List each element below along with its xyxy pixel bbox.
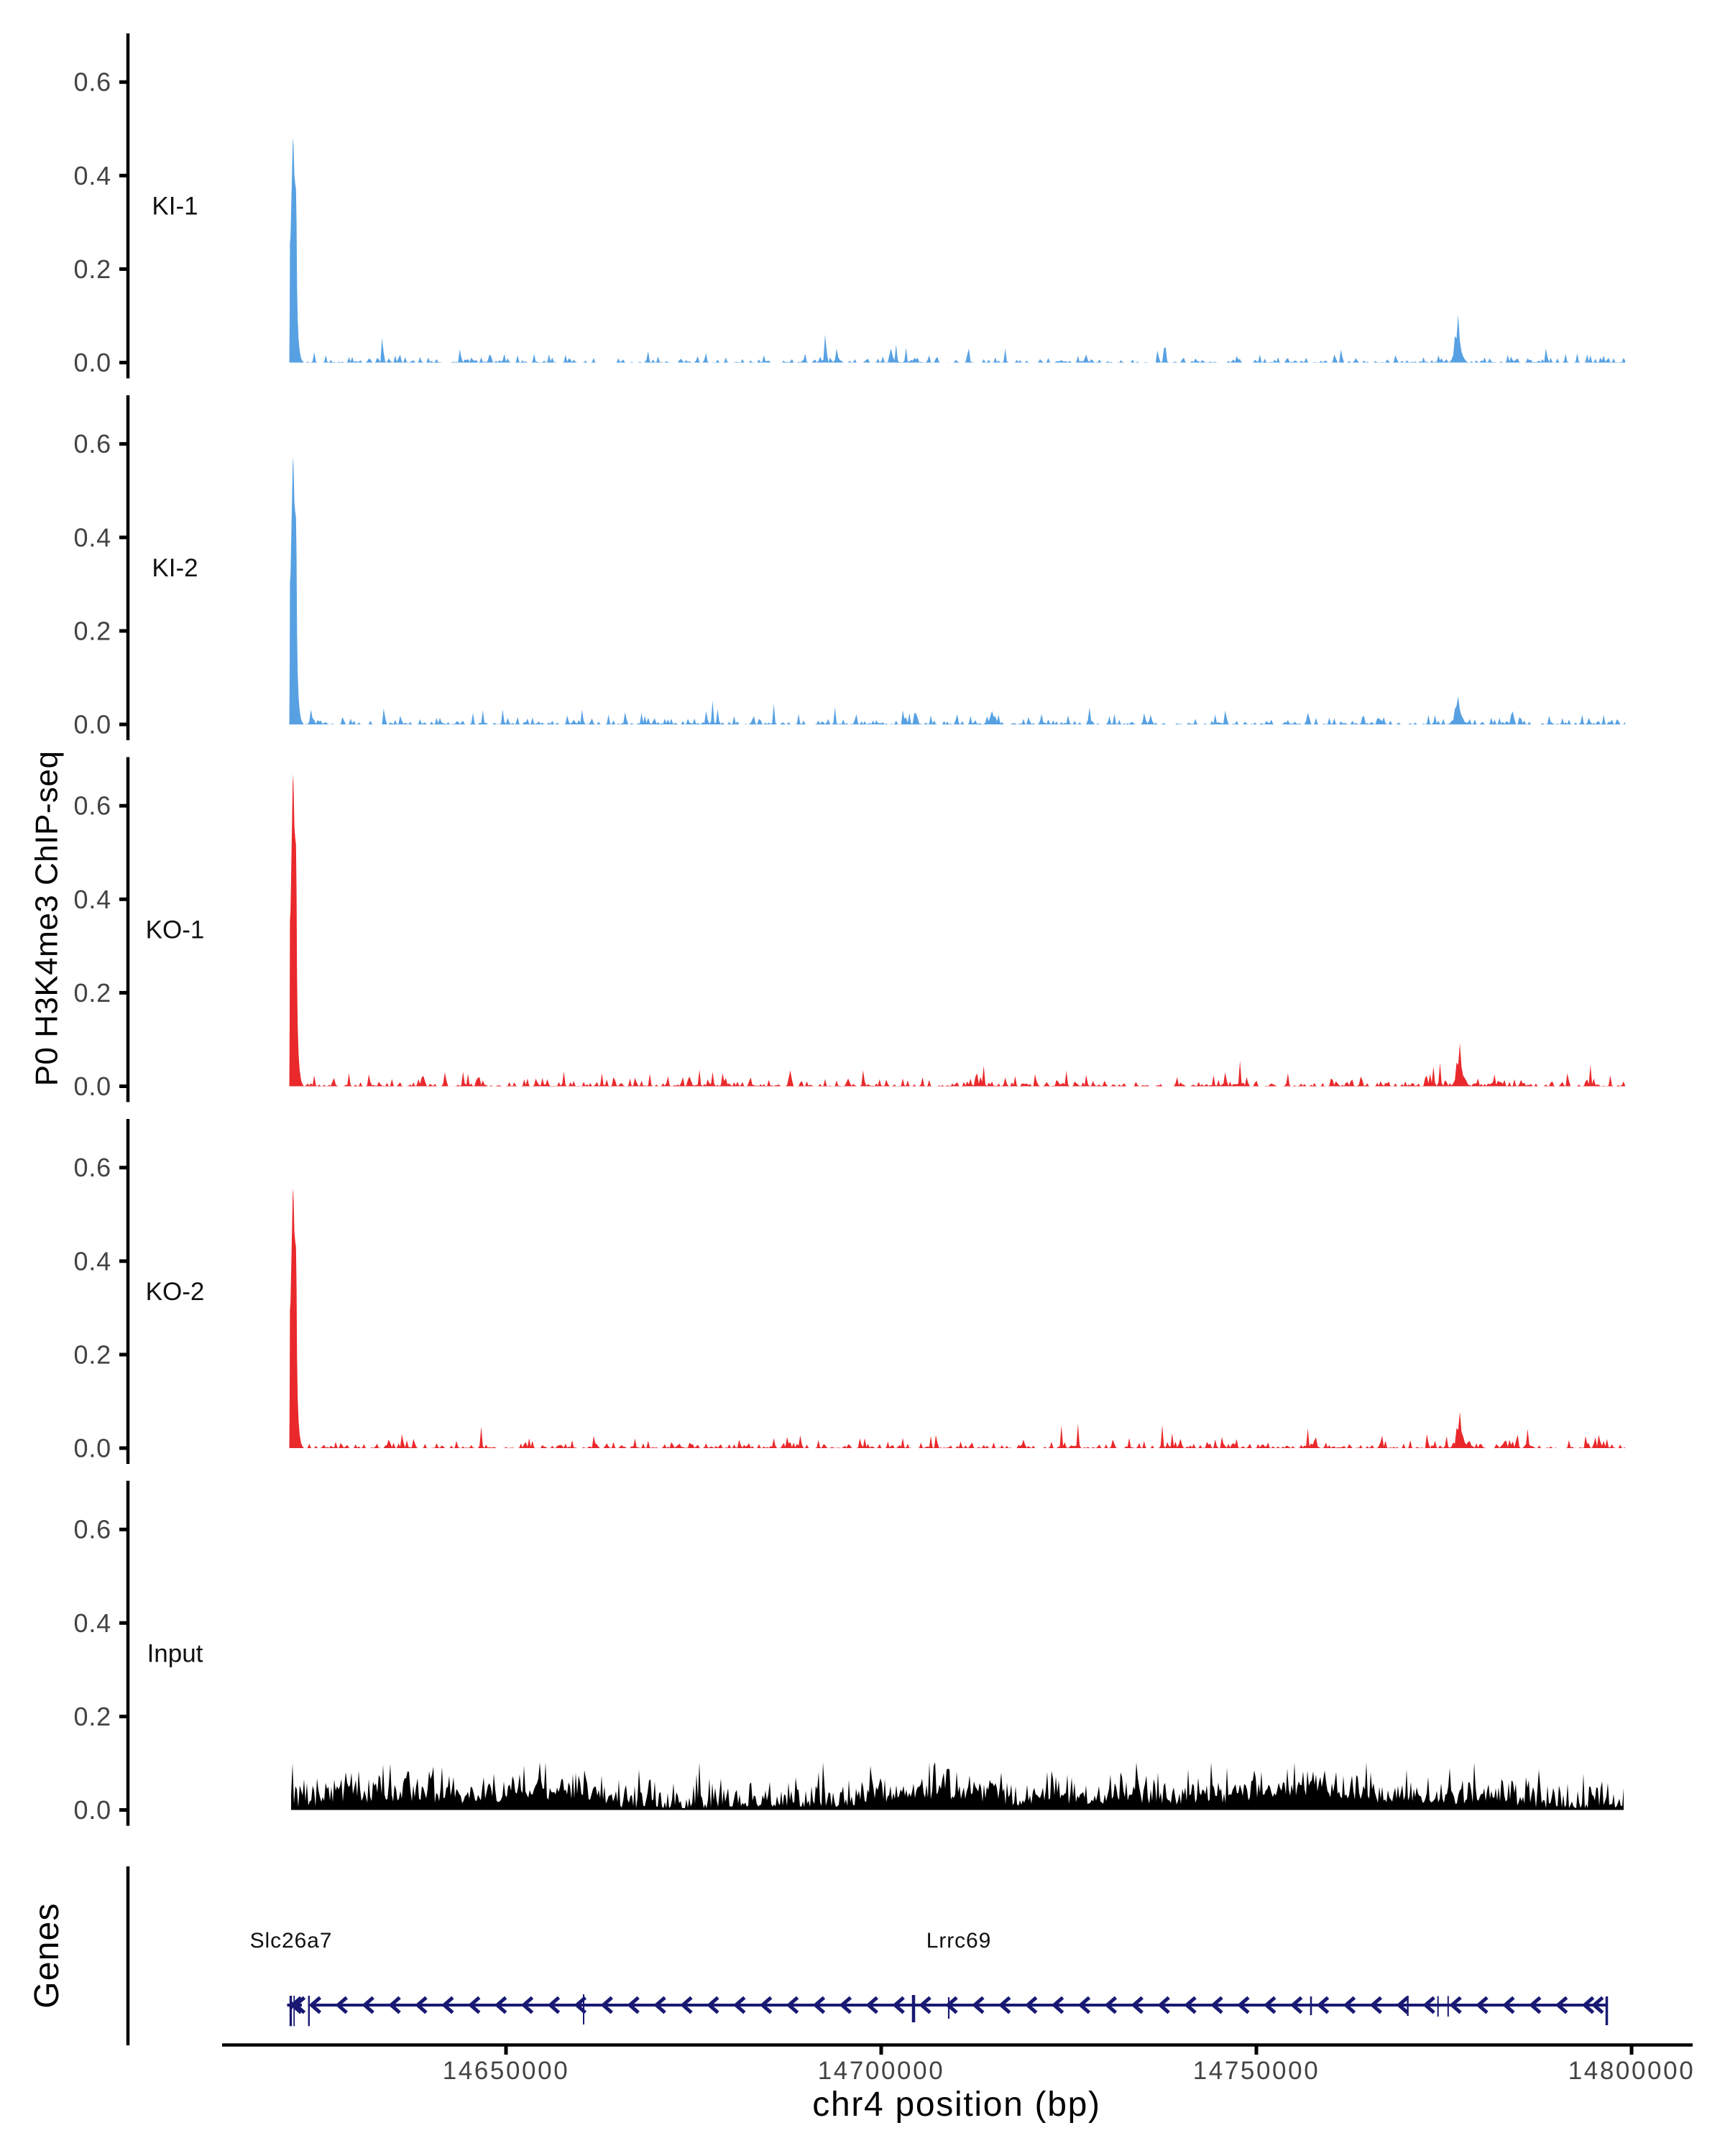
- svg-text:0.2: 0.2: [74, 616, 111, 645]
- svg-text:Lrrc69: Lrrc69: [926, 1929, 991, 1953]
- svg-text:14650000: 14650000: [443, 2057, 570, 2085]
- svg-text:0.2: 0.2: [74, 978, 111, 1008]
- svg-text:0.4: 0.4: [74, 522, 111, 552]
- svg-text:0.4: 0.4: [74, 1608, 111, 1638]
- svg-text:0.0: 0.0: [74, 1434, 111, 1463]
- svg-text:0.0: 0.0: [74, 348, 111, 377]
- svg-text:0.0: 0.0: [74, 1795, 111, 1825]
- svg-text:KI-2: KI-2: [152, 554, 198, 582]
- svg-text:chr4 position (bp): chr4 position (bp): [812, 2086, 1100, 2124]
- svg-text:0.6: 0.6: [74, 1153, 111, 1182]
- svg-text:0.6: 0.6: [74, 791, 111, 821]
- svg-text:KO-1: KO-1: [146, 916, 205, 944]
- svg-text:0.6: 0.6: [74, 68, 111, 97]
- svg-text:14750000: 14750000: [1193, 2057, 1320, 2085]
- svg-text:0.0: 0.0: [74, 710, 111, 740]
- svg-text:KO-2: KO-2: [146, 1278, 205, 1306]
- svg-text:14800000: 14800000: [1568, 2057, 1696, 2085]
- svg-text:KI-1: KI-1: [152, 192, 198, 220]
- svg-text:0.6: 0.6: [74, 429, 111, 459]
- svg-text:0.4: 0.4: [74, 161, 111, 190]
- svg-text:Genes: Genes: [28, 1902, 66, 2008]
- svg-text:0.2: 0.2: [74, 1340, 111, 1369]
- svg-text:0.0: 0.0: [74, 1072, 111, 1101]
- svg-text:0.6: 0.6: [74, 1515, 111, 1544]
- svg-text:0.2: 0.2: [74, 254, 111, 284]
- svg-text:0.4: 0.4: [74, 1246, 111, 1276]
- svg-text:14700000: 14700000: [818, 2057, 945, 2085]
- svg-text:P0 H3K4me3 ChIP-seq: P0 H3K4me3 ChIP-seq: [29, 751, 64, 1087]
- svg-text:0.4: 0.4: [74, 885, 111, 914]
- svg-text:0.2: 0.2: [74, 1702, 111, 1731]
- svg-text:Slc26a7: Slc26a7: [250, 1929, 333, 1953]
- svg-text:Input: Input: [147, 1639, 203, 1667]
